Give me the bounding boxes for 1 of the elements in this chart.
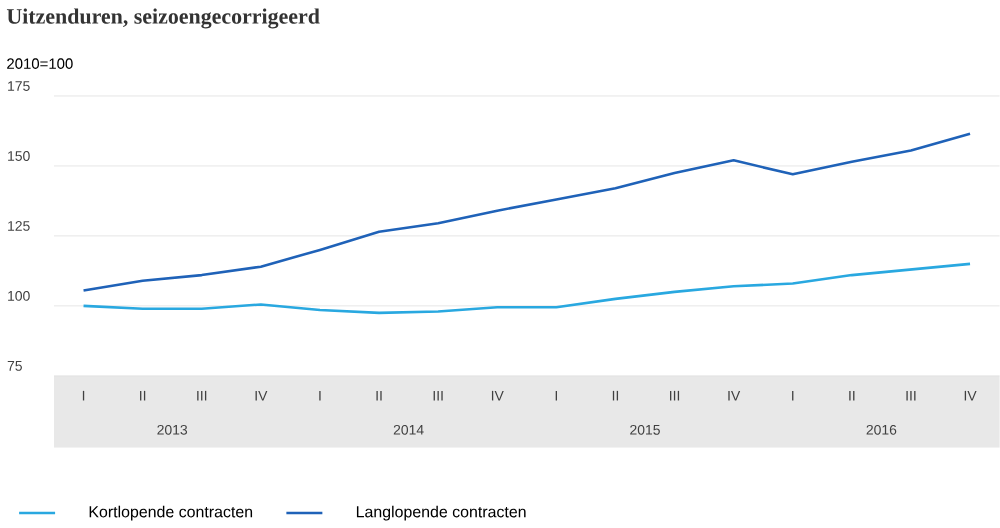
chart-title: Uitzenduren, seizoengecorrigeerd — [6, 8, 320, 29]
